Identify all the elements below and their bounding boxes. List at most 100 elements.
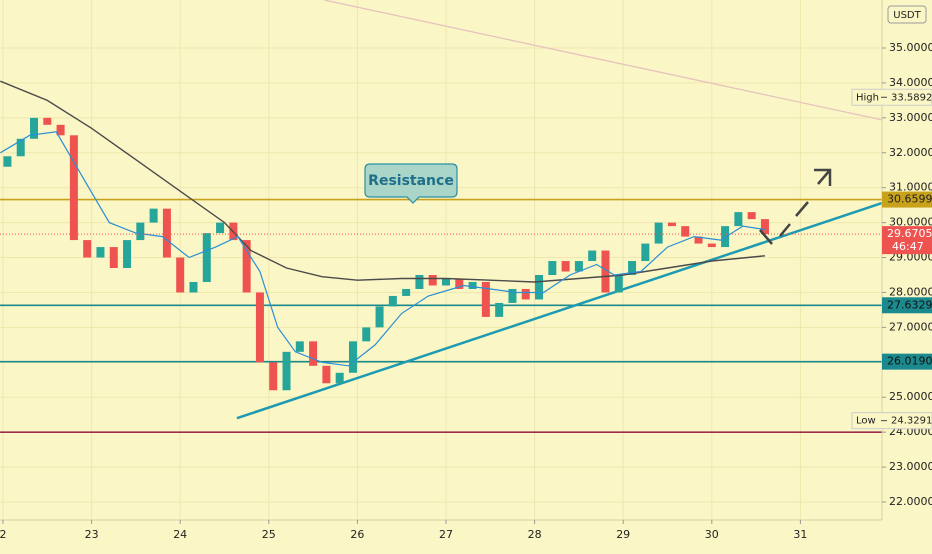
level-label-box	[882, 191, 932, 208]
candle-body	[109, 247, 118, 269]
x-tick-label: 29	[616, 528, 630, 541]
candle-body	[721, 226, 730, 248]
x-tick-label: 25	[262, 528, 276, 541]
low-box	[851, 412, 932, 430]
y-tick-label: 31.0000	[889, 181, 932, 194]
candle-body	[16, 138, 25, 157]
level-label: 27.6329	[887, 298, 932, 311]
candle-body	[30, 117, 39, 139]
candle-body	[495, 302, 504, 317]
countdown: 46:47	[892, 240, 924, 253]
candle-body	[681, 226, 690, 237]
candle-body	[402, 288, 411, 296]
candle-body	[428, 275, 437, 286]
candle-body	[56, 124, 65, 136]
candle-body	[601, 250, 610, 293]
candle-body	[415, 275, 424, 289]
candle-body	[3, 156, 12, 167]
level-label: 30.6599	[887, 193, 932, 206]
callout-box	[364, 163, 458, 204]
y-tick-label: 34.0000	[889, 76, 932, 89]
candle-body	[96, 247, 105, 258]
trendline	[236, 201, 883, 420]
y-tick-label: 32.0000	[889, 146, 932, 159]
callout-text: Resistance	[368, 173, 454, 189]
projection-dash	[759, 201, 809, 245]
candle-body	[574, 261, 583, 272]
high-value: 33.5892	[891, 92, 932, 103]
candle-body	[481, 281, 490, 317]
candle-body	[561, 261, 570, 272]
candle-body	[43, 117, 52, 125]
candle-body	[614, 275, 623, 293]
candle-body	[69, 135, 78, 241]
moving-average	[0, 80, 766, 283]
x-tick-label: 27	[439, 528, 453, 541]
candle-body	[734, 212, 743, 227]
candle-body	[667, 222, 676, 227]
level-label-box	[882, 297, 932, 314]
candle-body	[588, 250, 597, 262]
y-tick-label: 23.0000	[889, 460, 932, 473]
y-tick-label: 27.0000	[889, 320, 932, 333]
resistance-callout: Resistance	[364, 163, 458, 204]
candle-body	[641, 243, 650, 262]
candle-body	[123, 240, 132, 269]
low-name: Low	[856, 416, 876, 427]
candle-body	[189, 281, 198, 293]
candle-body	[176, 257, 185, 293]
level-label: 26.0190	[887, 355, 932, 368]
candle-body	[375, 306, 384, 328]
candle-body	[309, 341, 318, 366]
candle-body	[628, 261, 637, 276]
y-tick-label: 22.0000	[889, 495, 932, 508]
candle-body	[388, 295, 397, 307]
candle-body	[269, 362, 278, 391]
candle-body	[455, 278, 464, 289]
candle-body	[202, 233, 211, 282]
moving-average	[0, 131, 766, 367]
y-tick-label: 28.0000	[889, 285, 932, 298]
candle-body	[442, 278, 451, 286]
candle-body	[521, 288, 530, 300]
current-price: 29.6705	[887, 227, 932, 240]
candle-body	[707, 243, 716, 248]
candle-body	[694, 236, 703, 244]
x-tick-label: 23	[85, 528, 99, 541]
currency-box	[887, 5, 927, 24]
candle-body	[295, 341, 304, 352]
trendline	[324, 0, 883, 121]
candle-body	[242, 240, 251, 293]
y-tick-label: 33.0000	[889, 111, 932, 124]
candle-body	[548, 261, 557, 276]
candle-body	[535, 275, 544, 300]
x-tick-label: 2	[0, 528, 7, 541]
current-price-box	[882, 226, 932, 255]
y-tick-label: 25.0000	[889, 390, 932, 403]
candle-body	[335, 372, 344, 384]
high-name: High	[856, 92, 879, 103]
candle-body	[654, 222, 663, 244]
candle-body	[760, 219, 769, 235]
candle-body	[282, 351, 291, 391]
candle-body	[136, 222, 145, 241]
candle-body	[362, 327, 371, 342]
candle-body	[322, 365, 331, 384]
candle-body	[468, 281, 477, 289]
low-value: 24.3291	[891, 416, 932, 427]
x-tick-label: 24	[173, 528, 187, 541]
currency: USDT	[893, 10, 921, 21]
y-tick-label: 35.0000	[889, 41, 932, 54]
candle-body	[83, 240, 92, 258]
candle-body	[162, 208, 171, 258]
y-tick-label: 30.0000	[889, 216, 932, 229]
candle-body	[255, 292, 264, 363]
projection-arrow	[814, 168, 832, 186]
high-box	[851, 88, 932, 106]
candle-body	[747, 212, 756, 220]
candle-body	[149, 208, 158, 223]
x-tick-label: 28	[528, 528, 542, 541]
x-tick-label: 30	[705, 528, 719, 541]
